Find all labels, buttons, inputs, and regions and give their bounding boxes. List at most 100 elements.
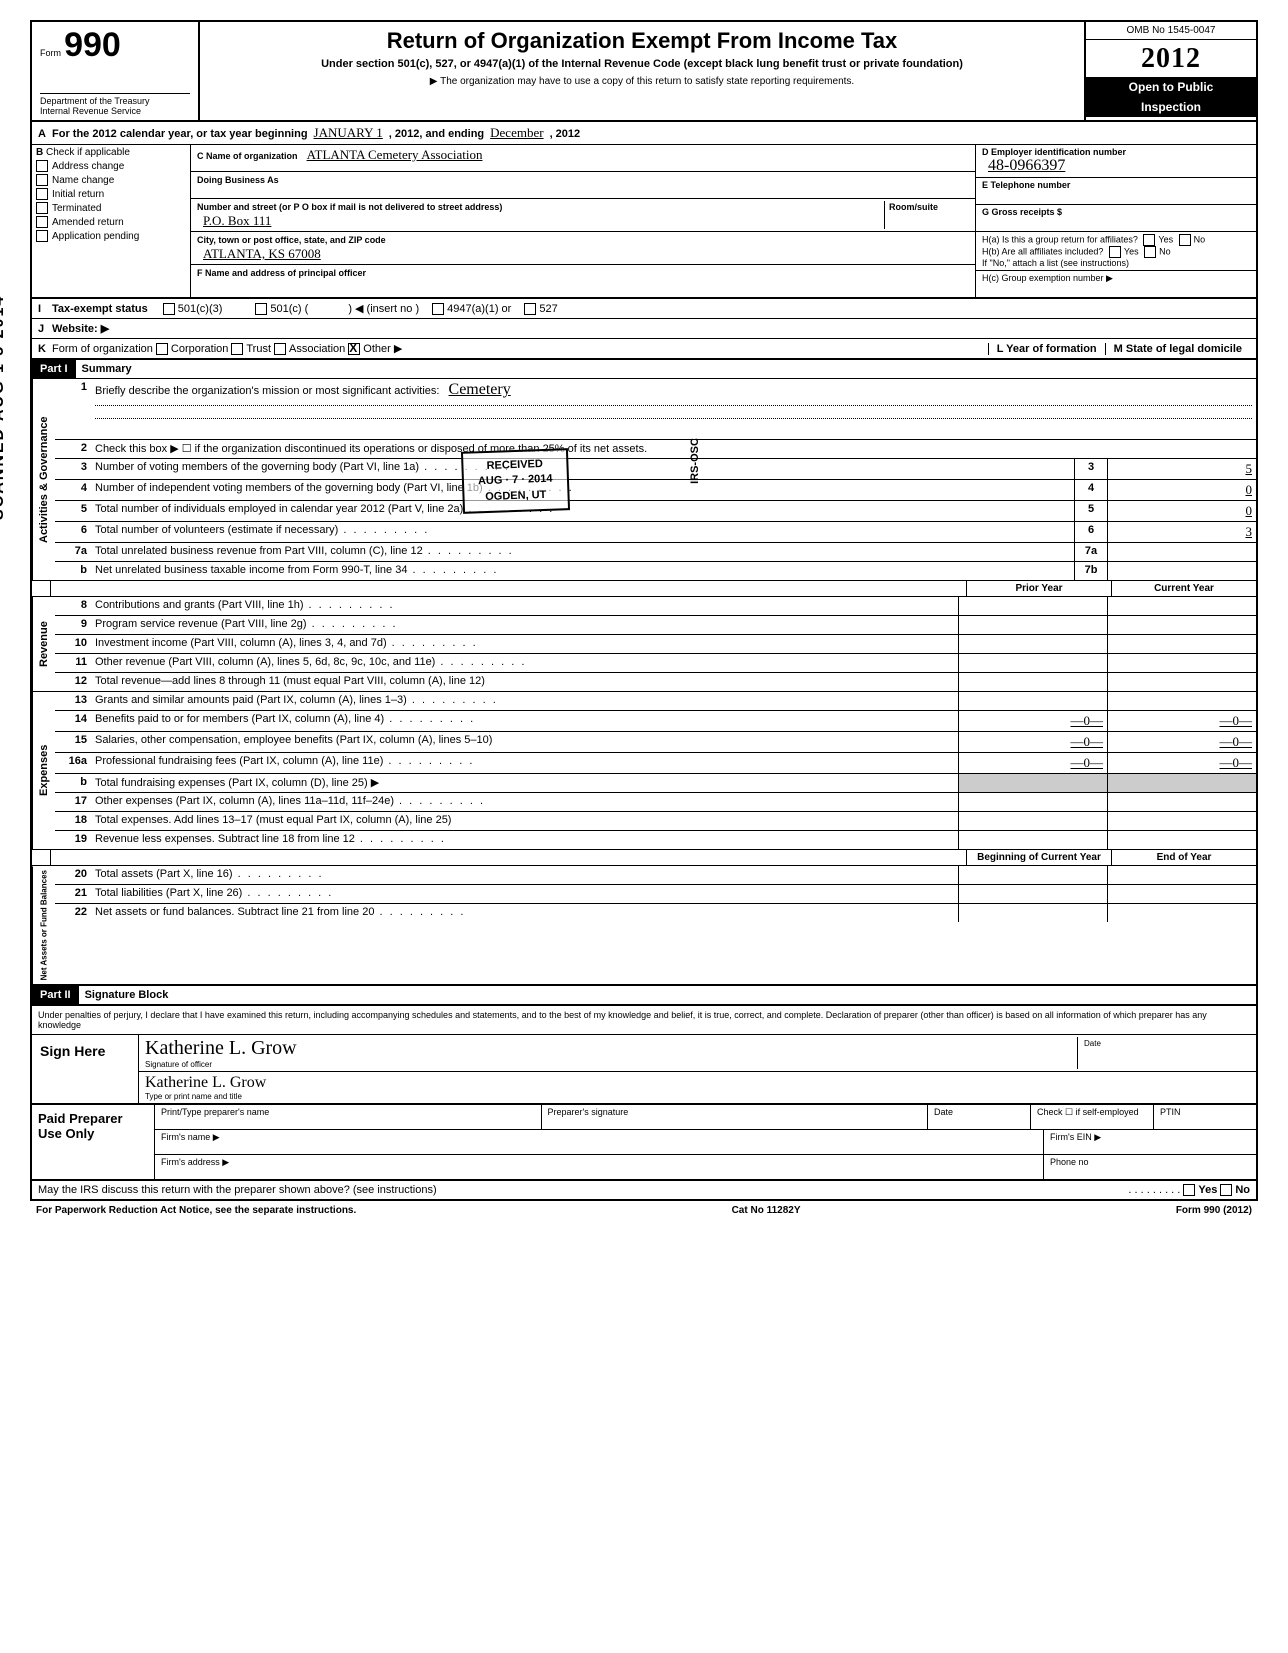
tax-year: 2012 (1086, 40, 1256, 77)
chk-name-change[interactable]: Name change (36, 174, 186, 186)
c-officer-lbl: F Name and address of principal officer (197, 268, 366, 278)
bottom-line: For Paperwork Reduction Act Notice, see … (30, 1201, 1258, 1220)
l5-val: 0 (1107, 501, 1256, 521)
b-lead: B (36, 147, 43, 158)
section-bcd: B Check if applicable Address change Nam… (30, 144, 1258, 299)
discuss-no[interactable] (1220, 1184, 1232, 1196)
chk-initial-return[interactable]: Initial return (36, 188, 186, 200)
line-a-yearend: , 2012 (550, 128, 581, 140)
c-name-lbl: C Name of organization (197, 151, 298, 161)
vlabel-expenses: Expenses (32, 692, 55, 849)
form-number: 990 (64, 26, 121, 64)
hb-yes[interactable] (1109, 246, 1121, 258)
col-b: B Check if applicable Address change Nam… (32, 145, 191, 297)
l5-text: Total number of individuals employed in … (91, 501, 1074, 521)
form-header: Form 990 Department of the Treasury Inte… (30, 20, 1258, 120)
j-lbl: Website: ▶ (52, 322, 109, 335)
d-ein: 48-0966397 (982, 157, 1071, 174)
pp-ptin: PTIN (1154, 1105, 1256, 1129)
l14-text: Benefits paid to or for members (Part IX… (91, 711, 958, 731)
part-i-tab: Part I (32, 360, 76, 378)
line-a-end: December (484, 125, 549, 141)
line-a-mid: , 2012, and ending (389, 128, 484, 140)
part-ii-tab: Part II (32, 986, 79, 1004)
l6-text: Total number of volunteers (estimate if … (91, 522, 1074, 542)
line-j: J Website: ▶ (30, 319, 1258, 339)
d-ein-lbl: D Employer identification number (982, 147, 1126, 157)
chk-app-pending[interactable]: Application pending (36, 230, 186, 242)
l3-text: Number of voting members of the governin… (91, 459, 1074, 479)
b-head: Check if applicable (46, 147, 130, 158)
l6-val: 3 (1107, 522, 1256, 542)
firm-ein: Firm's EIN ▶ (1044, 1130, 1256, 1154)
firm-name: Firm's name ▶ (155, 1130, 1044, 1154)
ha-yes[interactable] (1143, 234, 1155, 246)
ha-no[interactable] (1179, 234, 1191, 246)
l14-prior: —0— (958, 711, 1107, 731)
officer-signature: Katherine L. Grow (145, 1037, 1077, 1060)
d-ha: H(a) Is this a group return for affiliat… (982, 234, 1138, 244)
d-hc: H(c) Group exemption number ▶ (982, 273, 1113, 283)
k-l: L Year of formation (997, 343, 1097, 355)
hb-no[interactable] (1144, 246, 1156, 258)
i-lbl: Tax-exempt status (52, 303, 148, 315)
discuss-yes[interactable] (1183, 1184, 1195, 1196)
chk-address-change[interactable]: Address change (36, 160, 186, 172)
col-d: D Employer identification number 48-0966… (976, 145, 1256, 297)
chk-terminated[interactable]: Terminated (36, 202, 186, 214)
l4-val: 0 (1107, 480, 1256, 500)
c-city-lbl: City, town or post office, state, and ZI… (197, 235, 386, 245)
i-4947[interactable] (432, 303, 444, 315)
k-other[interactable] (348, 343, 360, 355)
form-note: ▶ The organization may have to use a cop… (210, 76, 1074, 87)
l2-text: Check this box ▶ ☐ if the organization d… (91, 440, 1256, 458)
l15-curr: —0— (1107, 732, 1256, 752)
scanned-stamp: SCANNED AUG 1 5 2014 (0, 295, 8, 520)
dept-treasury: Department of the Treasury (40, 96, 190, 106)
chk-amended[interactable]: Amended return (36, 216, 186, 228)
form-title: Return of Organization Exempt From Incom… (210, 28, 1074, 54)
irs-label: Internal Revenue Service (40, 106, 190, 116)
c-city: ATLANTA, KS 67008 (197, 246, 327, 261)
typed-lbl: Type or print name and title (145, 1092, 1250, 1101)
irs-osc-stamp: IRS-OSC (689, 438, 701, 484)
sig-date-lbl: Date (1077, 1037, 1250, 1069)
line-k: K Form of organization Corporation Trust… (30, 339, 1258, 360)
c-dba-lbl: Doing Business As (197, 175, 279, 185)
i-527[interactable] (524, 303, 536, 315)
l16b-text: Total fundraising expenses (Part IX, col… (91, 774, 958, 792)
l1-num: 1 (55, 379, 91, 439)
k-assoc[interactable] (274, 343, 286, 355)
l4-text: Number of independent voting members of … (91, 480, 1074, 500)
phone-no: Phone no (1044, 1155, 1256, 1179)
k-trust[interactable] (231, 343, 243, 355)
typed-name: Katherine L. Grow (145, 1074, 1250, 1092)
line-a-text1: For the 2012 calendar year, or tax year … (52, 128, 308, 140)
irs-discuss-text: May the IRS discuss this return with the… (38, 1184, 1128, 1196)
i-501c3[interactable] (163, 303, 175, 315)
omb-number: OMB No 1545-0047 (1086, 22, 1256, 40)
d-gross-lbl: G Gross receipts $ (982, 207, 1062, 217)
firm-addr: Firm's address ▶ (155, 1155, 1044, 1179)
i-501c[interactable] (255, 303, 267, 315)
k-lead: K (38, 343, 52, 355)
vlabel-netassets: Net Assets or Fund Balances (32, 866, 55, 984)
pp-date-lbl: Date (928, 1105, 1031, 1129)
open-public-1: Open to Public (1086, 77, 1256, 97)
l16a-text: Professional fundraising fees (Part IX, … (91, 753, 958, 773)
l16a-curr: —0— (1107, 753, 1256, 773)
part-i-title: Summary (76, 360, 138, 378)
l21-text: Total liabilities (Part X, line 26) (91, 885, 958, 903)
head-curr: Current Year (1111, 581, 1256, 596)
l17-text: Other expenses (Part IX, column (A), lin… (91, 793, 958, 811)
k-corp[interactable] (156, 343, 168, 355)
l14-curr: —0— (1107, 711, 1256, 731)
sig-declaration: Under penalties of perjury, I declare th… (32, 1006, 1256, 1035)
l20-text: Total assets (Part X, line 16) (91, 866, 958, 884)
pp-check: Check ☐ if self-employed (1031, 1105, 1154, 1129)
k-m: M State of legal domicile (1114, 343, 1242, 355)
cat-no: Cat No 11282Y (732, 1205, 801, 1216)
signature-block: Under penalties of perjury, I declare th… (30, 1005, 1258, 1105)
paid-preparer-label: Paid Preparer Use Only (32, 1105, 155, 1179)
c-street-lbl: Number and street (or P O box if mail is… (197, 202, 502, 212)
